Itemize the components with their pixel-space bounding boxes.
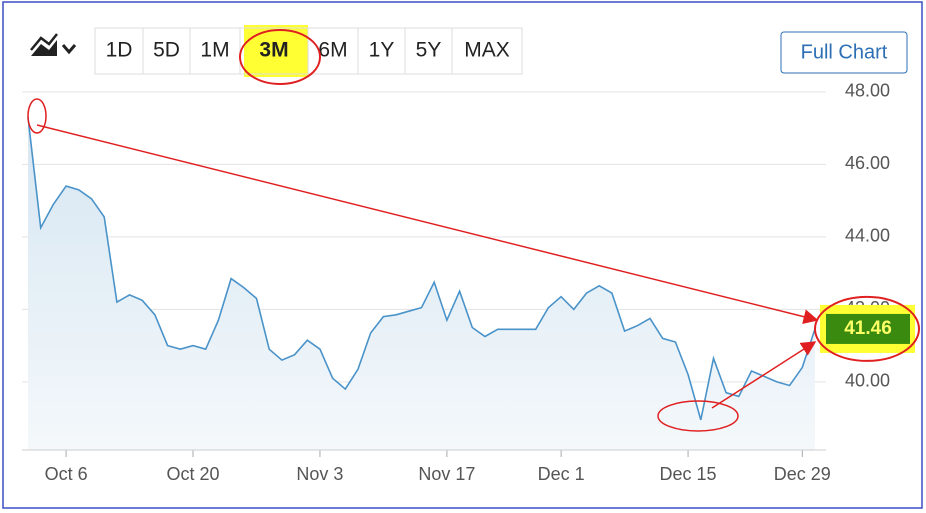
range-button[interactable]: 1D [106, 39, 133, 62]
arrow [711, 341, 817, 409]
circle-annotation [814, 295, 920, 362]
x-tick-label: Dec 1 [538, 464, 585, 484]
y-tick-label: 46.00 [845, 153, 890, 173]
circle-annotation [239, 29, 321, 85]
annotations [27, 29, 819, 432]
x-tick-label: Dec 29 [774, 464, 831, 484]
circle-annotation [27, 98, 47, 134]
range-button[interactable]: 3M [259, 39, 288, 62]
price-line [27, 117, 816, 421]
range-button-box[interactable] [451, 27, 523, 75]
range-button[interactable]: 5D [153, 39, 180, 62]
x-tick-label: Oct 20 [167, 464, 220, 484]
last-value-badge [826, 313, 910, 344]
y-tick-label: 40.00 [845, 371, 890, 391]
range-button[interactable]: 6M [318, 39, 347, 62]
y-tick-label: 44.00 [845, 226, 890, 246]
area [28, 117, 815, 451]
y-tick-label: 48.00 [845, 81, 890, 101]
range-button[interactable]: 1Y [369, 39, 395, 62]
chart-type-icon[interactable] [30, 33, 77, 56]
highlight [244, 25, 308, 77]
last-value-label: 41.46 [844, 318, 892, 339]
range-button[interactable]: 1M [200, 39, 229, 62]
x-tick-label: Dec 15 [660, 464, 717, 484]
arrow [36, 124, 819, 325]
x-tick-label: Oct 6 [45, 464, 88, 484]
toolbar: 1D 5D 1M 3M 6M 1Y 5Y MAX Full Chart [30, 25, 908, 77]
range-button[interactable]: MAX [464, 39, 510, 62]
x-tick-label: Nov 17 [418, 464, 475, 484]
circle-annotation [657, 400, 739, 432]
range-button[interactable]: 5Y [416, 39, 442, 62]
full-chart-button-box[interactable] [780, 31, 908, 74]
x-tick-label: Nov 3 [296, 464, 343, 484]
full-chart-button[interactable]: Full Chart [801, 41, 888, 63]
